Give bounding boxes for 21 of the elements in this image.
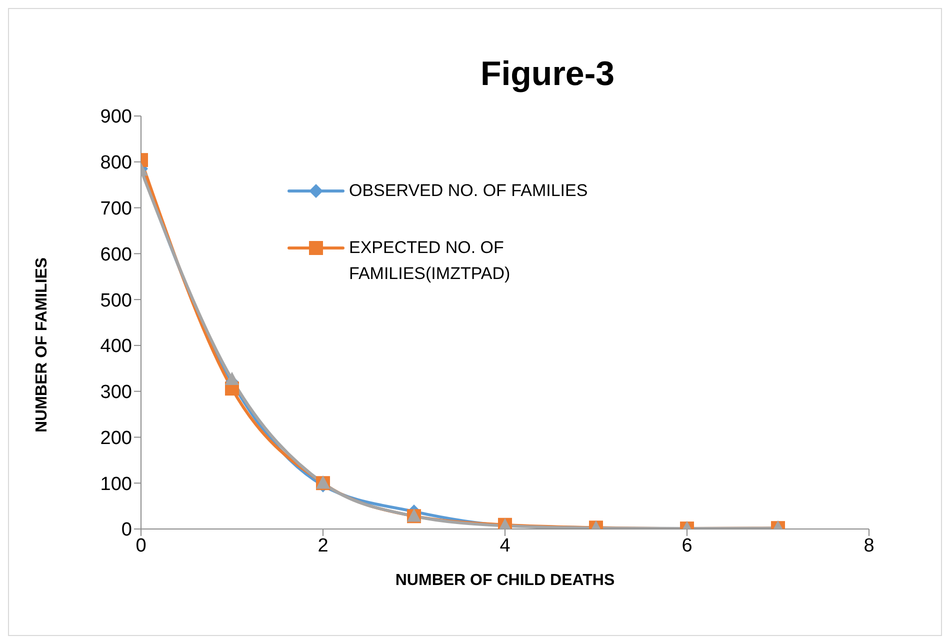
x-tick-label: 2 (318, 535, 328, 556)
x-tick-label: 6 (682, 535, 692, 556)
legend-label: EXPECTED NO. OF FAMILIES(IMZTPAD) (349, 237, 512, 285)
x-tick-label: 4 (500, 535, 511, 556)
y-tick-label: 600 (100, 244, 132, 266)
legend-label: OBSERVED NO. OF FAMILIES (349, 180, 589, 202)
chart-title: Figure-3 (479, 55, 616, 94)
y-tick-label: 700 (100, 198, 132, 220)
y-axis-title: NUMBER OF FAMILIES (34, 257, 51, 432)
y-tick-label: 500 (100, 290, 132, 312)
y-tick-label: 300 (100, 382, 132, 404)
y-tick-label: 400 (100, 336, 132, 358)
y-tick-label: 900 (100, 106, 132, 128)
y-tick-label: 100 (100, 474, 132, 495)
y-tick-label: 200 (100, 428, 132, 449)
y-tick-label: 800 (100, 152, 132, 174)
y-tick-label: 0 (121, 520, 132, 541)
x-axis-title: NUMBER OF CHILD DEATHS (395, 572, 615, 589)
x-tick-label: 0 (136, 535, 146, 556)
x-tick-label: 8 (864, 535, 874, 556)
point (225, 372, 239, 385)
